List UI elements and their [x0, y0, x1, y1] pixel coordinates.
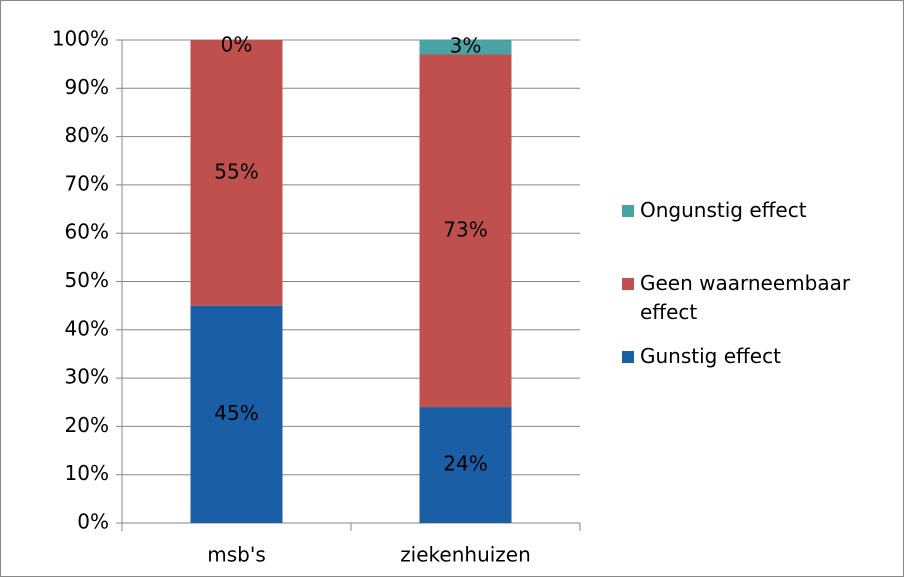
bar-segment: [419, 54, 512, 408]
legend-label: Ongunstig effect: [640, 198, 807, 222]
y-tick-label: 0%: [77, 510, 109, 534]
y-tick-label: 30%: [65, 365, 109, 389]
bar-segment: [419, 407, 512, 523]
data-label: 45%: [214, 401, 258, 425]
data-label: 24%: [443, 452, 487, 476]
bar-segment: [419, 40, 512, 55]
y-tick-label: 80%: [65, 123, 109, 147]
y-tick-label: 40%: [65, 316, 109, 340]
bar-segment: [190, 305, 283, 523]
y-tick-label: 50%: [65, 268, 109, 292]
x-tick-label: msb's: [207, 543, 266, 567]
legend-swatch: [622, 351, 634, 363]
legend-swatch: [622, 205, 634, 217]
y-tick-label: 90%: [65, 75, 109, 99]
x-tick-label: ziekenhuizen: [400, 543, 531, 567]
data-label: 0%: [221, 33, 253, 57]
y-tick-label: 10%: [65, 461, 109, 485]
y-tick-label: 100%: [52, 27, 109, 51]
y-tick-label: 70%: [65, 171, 109, 195]
data-label: 73%: [443, 217, 487, 241]
legend-label: Gunstig effect: [640, 344, 781, 368]
legend-swatch: [622, 278, 634, 290]
legend-label: Geen waarneembaar effect: [640, 271, 851, 324]
y-tick-label: 60%: [65, 220, 109, 244]
data-label: 3%: [450, 34, 482, 58]
y-tick-label: 20%: [65, 413, 109, 437]
data-label: 55%: [214, 159, 258, 183]
bar-segment: [190, 40, 283, 306]
